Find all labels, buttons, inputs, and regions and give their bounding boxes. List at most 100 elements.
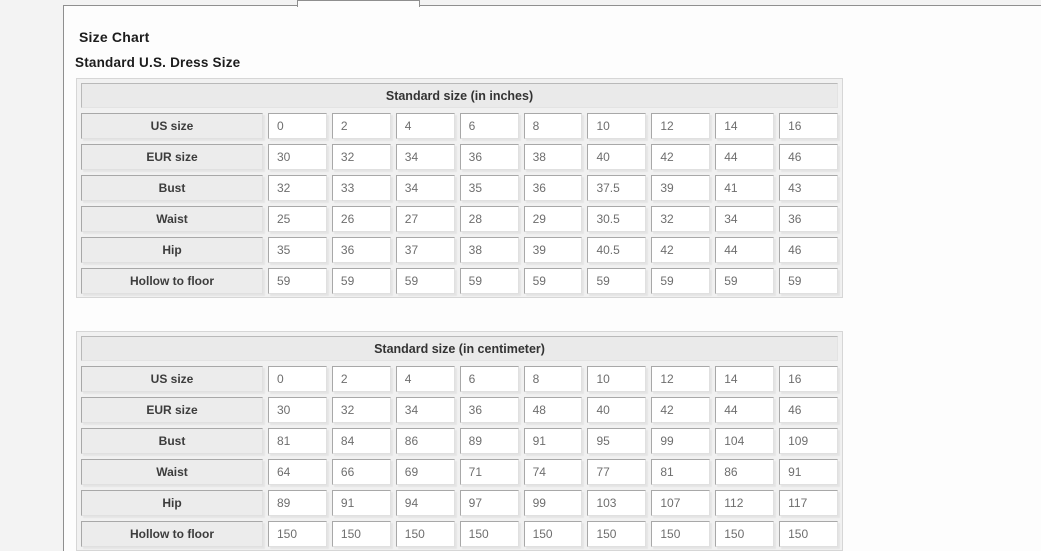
value-cell: 99 bbox=[523, 490, 583, 516]
content-panel: Size Chart Standard U.S. Dress Size Stan… bbox=[63, 5, 1041, 551]
table-row: Waist 25 26 27 28 29 30.5 32 34 36 bbox=[80, 206, 839, 232]
value-cell: 12 bbox=[651, 113, 711, 139]
table-row: Waist 64 66 69 71 74 77 81 86 91 bbox=[80, 459, 839, 485]
value-cell: 16 bbox=[779, 113, 839, 139]
value-cell: 25 bbox=[268, 206, 327, 232]
value-cell: 74 bbox=[523, 459, 583, 485]
value-cell: 4 bbox=[395, 366, 455, 392]
value-cell: 66 bbox=[331, 459, 391, 485]
value-cell: 81 bbox=[651, 459, 711, 485]
value-cell: 4 bbox=[395, 113, 455, 139]
value-cell: 44 bbox=[715, 144, 775, 170]
value-cell: 30 bbox=[268, 397, 327, 423]
value-cell: 6 bbox=[459, 366, 519, 392]
value-cell: 89 bbox=[459, 428, 519, 454]
value-cell: 77 bbox=[587, 459, 647, 485]
value-cell: 112 bbox=[715, 490, 775, 516]
table-title-inches: Standard size (in inches) bbox=[81, 83, 838, 108]
value-cell: 0 bbox=[268, 366, 327, 392]
value-cell: 99 bbox=[651, 428, 711, 454]
value-cell: 12 bbox=[651, 366, 711, 392]
table-row: Hip 35 36 37 38 39 40.5 42 44 46 bbox=[80, 237, 839, 263]
value-cell: 46 bbox=[779, 237, 839, 263]
value-cell: 84 bbox=[331, 428, 391, 454]
value-cell: 38 bbox=[459, 237, 519, 263]
value-cell: 150 bbox=[587, 521, 647, 547]
value-cell: 32 bbox=[268, 175, 327, 201]
row-label: EUR size bbox=[81, 397, 263, 423]
value-cell: 35 bbox=[459, 175, 519, 201]
value-cell: 37 bbox=[395, 237, 455, 263]
value-cell: 59 bbox=[715, 268, 775, 294]
value-cell: 91 bbox=[779, 459, 839, 485]
table-row: EUR size 30 32 34 36 38 40 42 44 46 bbox=[80, 144, 839, 170]
value-cell: 94 bbox=[395, 490, 455, 516]
value-cell: 40 bbox=[587, 144, 647, 170]
value-cell: 59 bbox=[331, 268, 391, 294]
value-cell: 34 bbox=[395, 144, 455, 170]
value-cell: 35 bbox=[268, 237, 327, 263]
table-row: Hip 89 91 94 97 99 103 107 112 117 bbox=[80, 490, 839, 516]
value-cell: 150 bbox=[523, 521, 583, 547]
value-cell: 150 bbox=[395, 521, 455, 547]
value-cell: 59 bbox=[459, 268, 519, 294]
value-cell: 107 bbox=[651, 490, 711, 516]
value-cell: 103 bbox=[587, 490, 647, 516]
value-cell: 150 bbox=[779, 521, 839, 547]
row-label: Bust bbox=[81, 175, 263, 201]
value-cell: 150 bbox=[651, 521, 711, 547]
value-cell: 59 bbox=[523, 268, 583, 294]
row-label: Bust bbox=[81, 428, 263, 454]
value-cell: 8 bbox=[523, 366, 583, 392]
value-cell: 104 bbox=[715, 428, 775, 454]
table-row: Hollow to floor 150 150 150 150 150 150 150 150 1… bbox=[80, 521, 839, 547]
value-cell: 43 bbox=[779, 175, 839, 201]
value-cell: 91 bbox=[523, 428, 583, 454]
value-cell: 2 bbox=[331, 366, 391, 392]
value-cell: 117 bbox=[779, 490, 839, 516]
row-label: Waist bbox=[81, 459, 263, 485]
value-cell: 71 bbox=[459, 459, 519, 485]
value-cell: 150 bbox=[331, 521, 391, 547]
active-tab[interactable] bbox=[297, 0, 420, 7]
value-cell: 81 bbox=[268, 428, 327, 454]
value-cell: 64 bbox=[268, 459, 327, 485]
table-row: US size 0 2 4 6 8 10 12 14 16 bbox=[80, 113, 839, 139]
value-cell: 38 bbox=[523, 144, 583, 170]
value-cell: 39 bbox=[651, 175, 711, 201]
value-cell: 41 bbox=[715, 175, 775, 201]
section-title: Standard U.S. Dress Size bbox=[75, 55, 241, 70]
value-cell: 27 bbox=[395, 206, 455, 232]
value-cell: 150 bbox=[459, 521, 519, 547]
value-cell: 32 bbox=[331, 397, 391, 423]
value-cell: 95 bbox=[587, 428, 647, 454]
row-label: Waist bbox=[81, 206, 263, 232]
value-cell: 30 bbox=[268, 144, 327, 170]
row-label: Hollow to floor bbox=[81, 521, 263, 547]
value-cell: 10 bbox=[587, 366, 647, 392]
value-cell: 0 bbox=[268, 113, 327, 139]
table-row: Bust 32 33 34 35 36 37.5 39 41 43 bbox=[80, 175, 839, 201]
value-cell: 48 bbox=[523, 397, 583, 423]
value-cell: 36 bbox=[459, 397, 519, 423]
value-cell: 34 bbox=[395, 175, 455, 201]
value-cell: 36 bbox=[459, 144, 519, 170]
value-cell: 86 bbox=[715, 459, 775, 485]
value-cell: 91 bbox=[331, 490, 391, 516]
value-cell: 33 bbox=[331, 175, 391, 201]
value-cell: 14 bbox=[715, 113, 775, 139]
row-label: US size bbox=[81, 366, 263, 392]
value-cell: 16 bbox=[779, 366, 839, 392]
value-cell: 59 bbox=[779, 268, 839, 294]
value-cell: 59 bbox=[651, 268, 711, 294]
value-cell: 150 bbox=[715, 521, 775, 547]
value-cell: 36 bbox=[523, 175, 583, 201]
table-row: Bust 81 84 86 89 91 95 99 104 109 bbox=[80, 428, 839, 454]
value-cell: 37.5 bbox=[587, 175, 647, 201]
value-cell: 2 bbox=[331, 113, 391, 139]
value-cell: 14 bbox=[715, 366, 775, 392]
row-label: EUR size bbox=[81, 144, 263, 170]
value-cell: 36 bbox=[331, 237, 391, 263]
value-cell: 42 bbox=[651, 144, 711, 170]
